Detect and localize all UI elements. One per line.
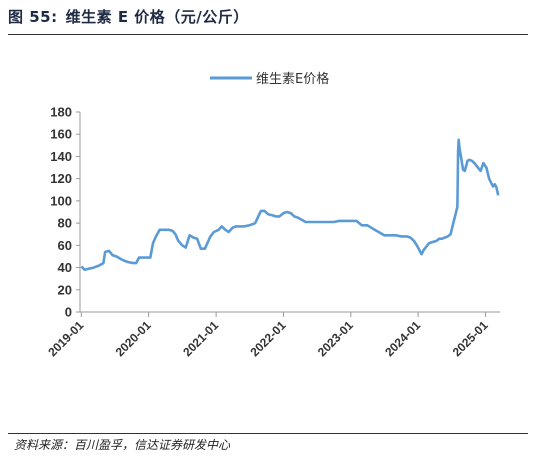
y-tick-label: 80 [58,216,72,231]
legend: 维生素E价格 [210,71,329,87]
x-tick-label: 2024-01 [382,318,423,359]
y-tick-label: 180 [50,105,72,120]
x-tick-label: 2020-01 [113,318,154,359]
source-note: 资料来源：百川盈孚，信达证券研发中心 [14,438,231,452]
series-layer [80,138,500,272]
top-rule [8,34,528,35]
x-tick-label: 2022-01 [248,318,289,359]
figure-title-text: 维生素 E 价格（元/公斤） [65,8,249,26]
y-axis-ticks: 0 20 40 60 80 100 120 140 160 180 [50,105,80,320]
x-tick-label: 2025-01 [450,318,491,359]
y-tick-label: 0 [65,305,72,320]
y-tick-label: 120 [50,171,72,186]
legend-label: 维生素E价格 [256,71,329,87]
y-tick-label: 40 [58,260,72,275]
y-tick-label: 100 [50,193,72,208]
x-tick-label: 2021-01 [180,318,221,359]
x-tick-label: 2023-01 [315,318,356,359]
y-tick-label: 160 [50,127,72,142]
x-axis-ticks: 2019-01 2020-01 2021-01 2022-01 2023-01 2024-… [45,312,491,359]
figure-number: 图 55: [8,8,58,26]
bottom-rule [8,433,528,434]
figure-title: 图 55: 维生素 E 价格（元/公斤） [8,6,257,27]
x-tick-label: 2019-01 [45,318,86,359]
y-tick-label: 20 [58,282,72,297]
series-line [80,138,500,272]
axes [79,112,500,313]
y-tick-label: 60 [58,238,72,253]
y-tick-label: 140 [50,149,72,164]
